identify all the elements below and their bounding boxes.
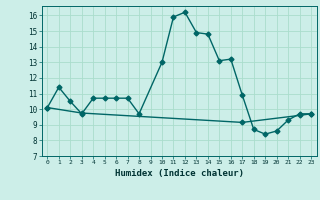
X-axis label: Humidex (Indice chaleur): Humidex (Indice chaleur)	[115, 169, 244, 178]
